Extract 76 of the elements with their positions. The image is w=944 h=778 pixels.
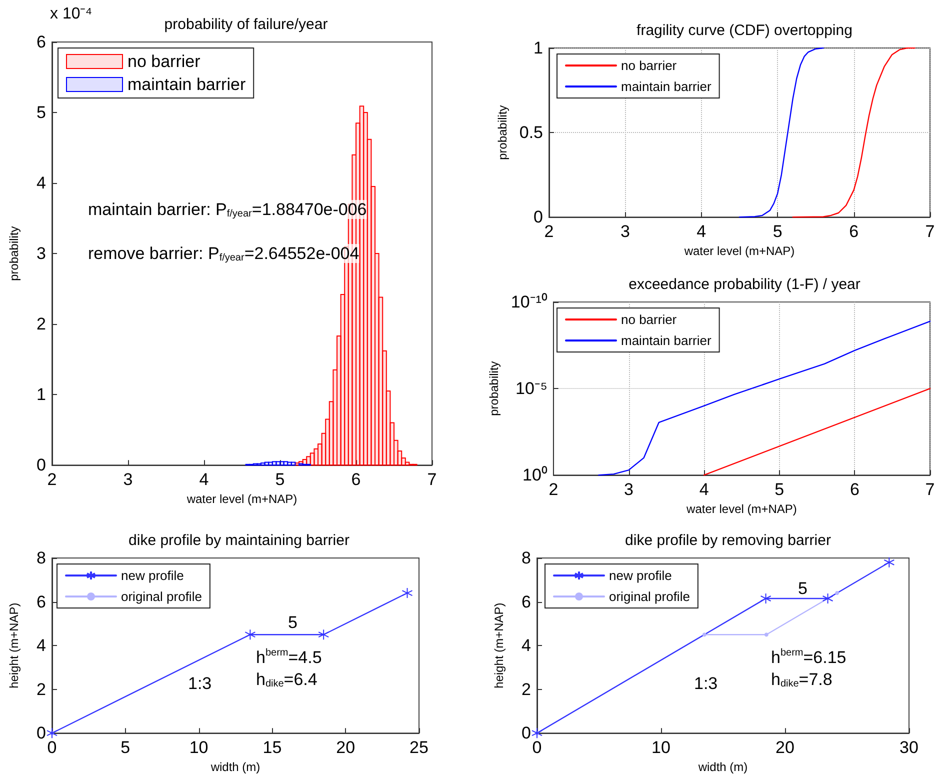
- legend-label: no barrier: [621, 312, 678, 327]
- y-tick-label: 5: [36, 103, 46, 122]
- y-tick-label: 10⁻¹⁰: [510, 292, 548, 312]
- y-axis-title: probability: [487, 361, 501, 416]
- y-tick-label: 1: [534, 38, 543, 58]
- legend-label: no barrier: [128, 52, 201, 71]
- y-tick-label: 10⁰: [522, 466, 548, 485]
- y-tick-label: 8: [36, 548, 46, 568]
- x-axis-title: width (m): [697, 760, 748, 774]
- x-tick-label: 7: [925, 222, 935, 242]
- x-tick-label: 5: [774, 480, 784, 500]
- y-tick-label: 1: [36, 385, 46, 404]
- x-tick-label: 30: [900, 738, 918, 758]
- chart-title: fragility curve (CDF) overtopping: [636, 22, 852, 39]
- x-axis-title: water level (m+NAP): [686, 502, 797, 516]
- y-tick-label: 10⁻⁵: [516, 379, 548, 398]
- legend-label: original profile: [609, 589, 690, 604]
- y-axis-title: height (m+NAP): [7, 602, 21, 688]
- y-axis-title: height (m+NAP): [492, 602, 506, 688]
- y-tick-label: 2: [522, 680, 531, 699]
- y-tick-label: 0: [36, 724, 46, 743]
- x-axis-title: water level (m+NAP): [186, 492, 298, 506]
- x-tick-label: 7: [427, 470, 437, 490]
- legend-label: maintain barrier: [128, 75, 246, 94]
- text: x 10⁻⁴: [50, 6, 92, 22]
- legend-label: original profile: [121, 589, 202, 604]
- y-tick-label: 2: [36, 314, 46, 334]
- y-tick-label: 4: [36, 636, 46, 656]
- x-tick-label: 3: [620, 222, 630, 242]
- y-tick-label: 8: [522, 548, 531, 568]
- y-tick-label: 0: [534, 208, 543, 227]
- x-axis-title: width (m): [210, 760, 260, 774]
- y-axis-title: probability: [7, 226, 21, 281]
- legend-label: no barrier: [621, 58, 678, 73]
- x-tick-label: 4: [199, 470, 209, 490]
- chart-title: exceedance probability (1-F) / year: [628, 276, 860, 293]
- x-tick-label: 6: [850, 480, 860, 500]
- y-tick-label: 0.5: [519, 123, 543, 142]
- x-tick-label: 5: [275, 470, 285, 490]
- legend-label: maintain barrier: [621, 333, 712, 348]
- y-tick-label: 3: [36, 244, 46, 264]
- x-tick-label: 5: [772, 222, 782, 242]
- annotation: 1:3: [694, 674, 718, 693]
- x-tick-label: 6: [351, 470, 361, 490]
- x-tick-label: 10: [189, 738, 208, 758]
- y-tick-label: 2: [36, 680, 46, 699]
- x-axis-title: water level (m+NAP): [683, 244, 795, 258]
- annotation: 1:3: [188, 674, 212, 693]
- legend-label: new profile: [121, 568, 184, 583]
- x-tick-label: 3: [624, 480, 634, 500]
- x-tick-label: 4: [699, 480, 709, 500]
- y-tick-label: 6: [36, 592, 46, 612]
- x-tick-label: 15: [262, 738, 282, 758]
- legend-label: maintain barrier: [621, 79, 712, 94]
- x-tick-label: 10: [652, 738, 670, 758]
- annotation: 5: [288, 613, 298, 632]
- y-tick-label: 6: [36, 32, 46, 52]
- annotation: 5: [798, 579, 808, 598]
- y-tick-label: 0: [36, 456, 46, 475]
- legend-label: new profile: [609, 568, 672, 583]
- x-tick-label: 5: [120, 738, 130, 758]
- x-tick-label: 6: [849, 222, 859, 242]
- x-tick-label: 4: [696, 222, 706, 242]
- y-tick-label: 6: [522, 592, 531, 612]
- x-tick-label: 25: [410, 738, 428, 758]
- chart-title: dike profile by removing barrier: [625, 532, 831, 549]
- x-tick-label: 20: [336, 738, 356, 758]
- chart-title: probability of failure/year: [164, 16, 328, 33]
- chart-title: dike profile by maintaining barrier: [128, 532, 350, 549]
- y-tick-label: 4: [36, 174, 46, 193]
- y-tick-label: 4: [522, 636, 531, 656]
- x-tick-label: 20: [776, 738, 794, 758]
- x-tick-label: 7: [925, 480, 935, 500]
- y-axis-title: probability: [495, 105, 510, 160]
- x-tick-label: 3: [123, 470, 133, 490]
- y-tick-label: 0: [522, 724, 531, 743]
